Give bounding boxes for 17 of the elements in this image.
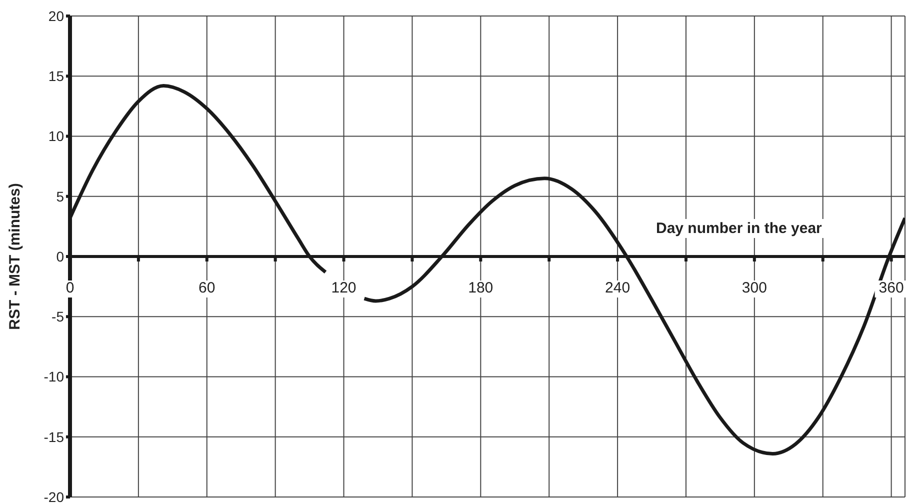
y-tick-label: -20 bbox=[44, 488, 64, 504]
y-tick-label: -15 bbox=[44, 428, 64, 445]
y-tick-label: 10 bbox=[48, 128, 64, 144]
y-tick-label: 15 bbox=[48, 68, 64, 84]
x-tick-label: 300 bbox=[742, 280, 767, 296]
x-tick-label: 120 bbox=[331, 280, 356, 296]
x-axis-title: Day number in the year bbox=[653, 218, 825, 238]
y-tick-label: -10 bbox=[44, 368, 64, 385]
x-tick-label: 60 bbox=[198, 280, 216, 296]
y-tick-label: 0 bbox=[56, 248, 64, 264]
y-tick-label: -5 bbox=[52, 308, 64, 325]
y-tick-label: 5 bbox=[56, 188, 64, 204]
y-axis-title: RST - MST (minutes) bbox=[6, 183, 24, 330]
x-tick-label: 360 bbox=[878, 280, 904, 296]
y-tick-label: 20 bbox=[48, 8, 64, 24]
x-tick-label: 180 bbox=[468, 280, 494, 296]
x-tick-label: 240 bbox=[605, 280, 630, 296]
